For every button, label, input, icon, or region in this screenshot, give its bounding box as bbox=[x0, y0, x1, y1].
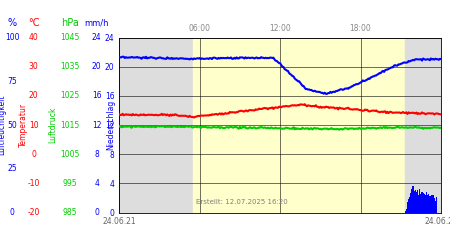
Bar bbox=[405, 38, 441, 212]
Text: 1045: 1045 bbox=[60, 33, 80, 42]
Bar bbox=[432, 195, 433, 212]
Text: 25: 25 bbox=[7, 164, 17, 173]
Text: 1005: 1005 bbox=[60, 150, 80, 159]
Text: °C: °C bbox=[28, 18, 40, 28]
Text: -10: -10 bbox=[27, 179, 40, 188]
Text: %: % bbox=[8, 18, 17, 28]
Bar bbox=[434, 198, 435, 212]
Text: -20: -20 bbox=[27, 208, 40, 217]
Bar bbox=[426, 192, 427, 212]
Text: 10: 10 bbox=[29, 120, 39, 130]
Text: 20: 20 bbox=[92, 62, 102, 71]
Bar bbox=[411, 189, 413, 212]
Text: 8: 8 bbox=[94, 150, 99, 159]
Text: Temperatur: Temperatur bbox=[19, 103, 28, 147]
Bar bbox=[429, 196, 431, 212]
Text: 4: 4 bbox=[94, 179, 99, 188]
Bar bbox=[408, 198, 409, 212]
Text: 75: 75 bbox=[7, 77, 17, 86]
Text: 40: 40 bbox=[29, 33, 39, 42]
Bar bbox=[430, 196, 432, 212]
Text: Luftfeuchtigkeit: Luftfeuchtigkeit bbox=[0, 95, 7, 155]
Bar bbox=[421, 192, 423, 212]
Bar bbox=[432, 195, 434, 212]
Bar bbox=[414, 191, 415, 212]
Text: Luftdruck: Luftdruck bbox=[49, 107, 58, 143]
Text: 12: 12 bbox=[92, 120, 102, 130]
Bar bbox=[409, 198, 410, 212]
Text: 100: 100 bbox=[5, 33, 19, 42]
Text: 0: 0 bbox=[32, 150, 36, 159]
Text: 1035: 1035 bbox=[60, 62, 80, 71]
Text: mm/h: mm/h bbox=[85, 18, 109, 27]
Bar bbox=[419, 188, 420, 212]
Bar bbox=[407, 202, 408, 212]
Text: 50: 50 bbox=[7, 120, 17, 130]
Bar bbox=[405, 210, 406, 212]
Text: hPa: hPa bbox=[61, 18, 79, 28]
Bar bbox=[428, 194, 429, 212]
Bar bbox=[423, 194, 425, 212]
Text: Niederschlag: Niederschlag bbox=[106, 100, 115, 150]
Bar bbox=[418, 195, 419, 212]
Text: 985: 985 bbox=[63, 208, 77, 217]
Bar bbox=[435, 201, 436, 212]
Text: 995: 995 bbox=[63, 179, 77, 188]
Bar bbox=[417, 190, 418, 212]
Text: 20: 20 bbox=[29, 91, 39, 100]
Bar bbox=[413, 186, 414, 212]
Bar bbox=[425, 194, 426, 212]
Bar bbox=[193, 38, 405, 212]
Text: 1015: 1015 bbox=[60, 120, 79, 130]
Bar bbox=[427, 195, 428, 212]
Bar bbox=[119, 38, 193, 212]
Bar bbox=[406, 210, 407, 212]
Text: 30: 30 bbox=[29, 62, 39, 71]
Bar bbox=[423, 193, 424, 212]
Bar bbox=[420, 194, 422, 212]
Bar bbox=[416, 192, 417, 212]
Text: 1025: 1025 bbox=[60, 91, 79, 100]
Bar bbox=[436, 198, 437, 212]
Bar bbox=[410, 193, 411, 212]
Text: 24: 24 bbox=[92, 33, 102, 42]
Text: 16: 16 bbox=[92, 91, 102, 100]
Bar bbox=[415, 190, 416, 212]
Text: 0: 0 bbox=[94, 208, 99, 217]
Text: 0: 0 bbox=[10, 208, 14, 217]
Text: Erstellt: 12.07.2025 16:20: Erstellt: 12.07.2025 16:20 bbox=[196, 200, 288, 205]
